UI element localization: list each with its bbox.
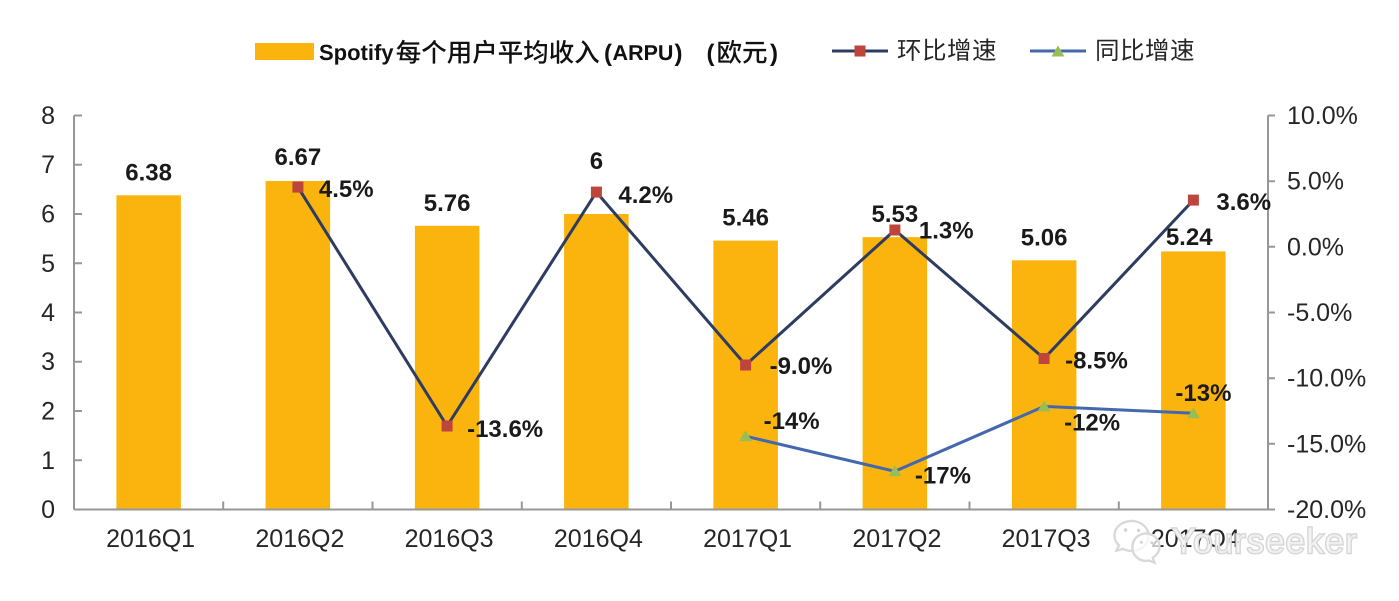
svg-text:5: 5 bbox=[41, 250, 55, 278]
svg-text:-13.6%: -13.6% bbox=[467, 416, 543, 443]
svg-text:-13%: -13% bbox=[1175, 380, 1231, 407]
svg-text:4.5%: 4.5% bbox=[319, 176, 374, 203]
svg-text:0.0%: 0.0% bbox=[1287, 233, 1344, 261]
svg-text:-10.0%: -10.0% bbox=[1287, 365, 1366, 393]
svg-text:5.76: 5.76 bbox=[424, 190, 471, 217]
svg-text:6.67: 6.67 bbox=[275, 144, 322, 171]
svg-text:2016Q3: 2016Q3 bbox=[405, 525, 494, 553]
svg-text:10.0%: 10.0% bbox=[1287, 102, 1358, 130]
svg-text:1: 1 bbox=[41, 447, 55, 475]
svg-text:1.3%: 1.3% bbox=[919, 218, 974, 245]
svg-text:-9.0%: -9.0% bbox=[770, 353, 833, 380]
svg-text:5.0%: 5.0% bbox=[1287, 168, 1344, 196]
svg-text:2: 2 bbox=[41, 398, 55, 426]
svg-text:4: 4 bbox=[41, 299, 55, 327]
svg-text:5.24: 5.24 bbox=[1166, 224, 1213, 251]
svg-text:2016Q4: 2016Q4 bbox=[554, 525, 643, 553]
svg-text:6: 6 bbox=[41, 201, 55, 229]
svg-text:3: 3 bbox=[41, 348, 55, 376]
svg-text:2017Q3: 2017Q3 bbox=[1002, 525, 1091, 553]
svg-text:2016Q1: 2016Q1 bbox=[106, 525, 195, 553]
svg-text:0: 0 bbox=[41, 496, 55, 524]
svg-text:-5.0%: -5.0% bbox=[1287, 299, 1352, 327]
svg-text:6.38: 6.38 bbox=[125, 159, 172, 186]
svg-text:2017Q4: 2017Q4 bbox=[1151, 525, 1240, 553]
svg-text:5.46: 5.46 bbox=[722, 205, 769, 232]
svg-text:-20.0%: -20.0% bbox=[1287, 496, 1366, 524]
svg-text:7: 7 bbox=[41, 151, 55, 179]
svg-text:4.2%: 4.2% bbox=[618, 182, 673, 209]
svg-text:-17%: -17% bbox=[915, 462, 971, 489]
svg-text:2017Q2: 2017Q2 bbox=[852, 525, 941, 553]
svg-text:-14%: -14% bbox=[764, 408, 820, 435]
svg-text:5.06: 5.06 bbox=[1021, 224, 1068, 251]
svg-text:8: 8 bbox=[41, 102, 55, 130]
svg-text:5.53: 5.53 bbox=[872, 201, 919, 228]
svg-text:-8.5%: -8.5% bbox=[1065, 348, 1128, 375]
svg-text:2017Q1: 2017Q1 bbox=[703, 525, 792, 553]
svg-text:6: 6 bbox=[590, 148, 603, 175]
svg-text:Yourseeker: Yourseeker bbox=[1172, 522, 1358, 561]
svg-text:3.6%: 3.6% bbox=[1216, 189, 1271, 216]
svg-text:2016Q2: 2016Q2 bbox=[255, 525, 344, 553]
svg-text:-15.0%: -15.0% bbox=[1287, 430, 1366, 458]
svg-text:-12%: -12% bbox=[1064, 409, 1120, 436]
